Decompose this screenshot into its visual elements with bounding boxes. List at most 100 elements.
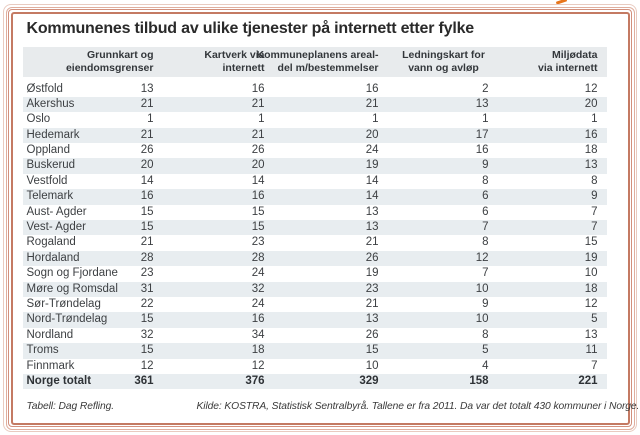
table-row: Oslo 1 1 1 1 1 xyxy=(23,112,607,127)
value-cell: 14 xyxy=(365,174,379,187)
table-row: Aust- Agder 15 15 13 6 7 xyxy=(23,205,607,220)
table-row: Hordaland 28 28 26 12 19 xyxy=(22,250,607,267)
value-cell: 7 xyxy=(482,221,489,234)
value-cell: 26 xyxy=(251,144,265,157)
value-cell: 14 xyxy=(365,190,379,203)
table-credit: Tabell: Dag Refling. xyxy=(26,401,115,413)
value-cell: 13 xyxy=(140,82,154,95)
value-cell: 6 xyxy=(482,205,489,218)
value-cell: 21 xyxy=(365,97,379,110)
table-row: Akershus 21 21 21 13 20 xyxy=(22,96,607,113)
value-cell: 34 xyxy=(251,328,265,341)
fylke-cell: Vest- Agder xyxy=(26,221,86,234)
value-cell: 12 xyxy=(140,359,154,372)
value-cell: 8 xyxy=(591,174,598,187)
value-cell: 15 xyxy=(140,344,154,357)
value-cell: 32 xyxy=(251,282,265,295)
fylke-cell: Telemark xyxy=(26,190,74,203)
value-cell: 221 xyxy=(578,374,598,387)
value-cell: 4 xyxy=(482,359,489,372)
value-cell: 21 xyxy=(140,236,154,249)
value-cell: 20 xyxy=(365,128,379,141)
value-cell: 24 xyxy=(365,144,379,157)
fylke-cell: Sør-Trøndelag xyxy=(26,297,101,310)
table-row: Vest- Agder 15 15 13 7 7 xyxy=(22,220,607,236)
value-cell: 23 xyxy=(140,267,154,280)
table-row: Nordland 32 34 26 8 13 xyxy=(23,328,607,343)
value-cell: 329 xyxy=(359,374,379,387)
table-figure: Kommunenes tilbud av ulike tjenester på … xyxy=(13,14,639,423)
value-cell: 19 xyxy=(365,159,379,172)
fylke-cell: Vestfold xyxy=(26,174,68,187)
value-cell: 15 xyxy=(140,205,154,218)
value-cell: 5 xyxy=(482,344,489,357)
value-cell: 15 xyxy=(251,205,265,218)
value-cell: 15 xyxy=(140,313,154,326)
fylke-cell: Rogaland xyxy=(26,236,76,249)
value-cell: 23 xyxy=(365,282,379,295)
value-cell: 16 xyxy=(251,190,265,203)
value-cell: 16 xyxy=(475,144,489,157)
value-cell: 15 xyxy=(251,221,265,234)
col-header-miljodata: Miljødata via internett xyxy=(489,47,598,77)
total-row: Norge totalt 361 376 329 158 221 xyxy=(22,373,607,390)
col-header-line: internett xyxy=(222,61,265,74)
value-cell: 26 xyxy=(140,144,154,157)
value-cell: 12 xyxy=(584,297,598,310)
fylke-cell: Akershus xyxy=(26,97,75,110)
fylke-cell: Finnmark xyxy=(26,359,75,372)
figure-title: Kommunenes tilbud av ulike tjenester på … xyxy=(26,19,475,37)
table-row: Troms 15 18 15 5 11 xyxy=(22,343,607,359)
table-header-row: Grunnkart og eiendomsgrenser Kartverk vi… xyxy=(22,46,607,77)
value-cell: 20 xyxy=(251,159,265,172)
col-header-line: eiendomsgrenser xyxy=(65,61,154,74)
value-cell: 15 xyxy=(140,221,154,234)
value-cell: 12 xyxy=(251,359,265,372)
value-cell: 361 xyxy=(134,374,154,387)
value-cell: 22 xyxy=(140,297,154,310)
table-row: Oppland 26 26 24 16 18 xyxy=(23,143,607,158)
value-cell: 1 xyxy=(591,113,598,126)
value-cell: 10 xyxy=(365,359,379,372)
fylke-cell: Møre og Romsdal xyxy=(26,282,118,295)
table-body: Østfold 13 16 16 2 12 Akershus 21 21 21 xyxy=(22,82,607,390)
value-cell: 10 xyxy=(475,282,489,295)
value-cell: 7 xyxy=(591,221,598,234)
value-cell: 13 xyxy=(365,205,379,218)
value-cell: 11 xyxy=(585,344,598,357)
value-cell: 13 xyxy=(584,159,598,172)
value-cell: 8 xyxy=(482,236,489,249)
data-table: Grunnkart og eiendomsgrenser Kartverk vi… xyxy=(22,46,607,390)
value-cell: 26 xyxy=(365,328,379,341)
value-cell: 19 xyxy=(584,251,598,264)
frame-line-2: Kommunenes tilbud av ulike tjenester på … xyxy=(5,6,639,430)
value-cell: 16 xyxy=(140,190,154,203)
value-cell: 21 xyxy=(251,97,265,110)
col-header-line: Ledningskart for xyxy=(402,49,485,61)
value-cell: 12 xyxy=(584,82,598,95)
value-cell: 28 xyxy=(251,251,265,264)
value-cell: 24 xyxy=(251,297,265,310)
frame-line-3: Kommunenes tilbud av ulike tjenester på … xyxy=(8,9,639,427)
table-row: Buskerud 20 20 19 9 13 xyxy=(22,158,607,174)
value-cell: 1 xyxy=(258,113,265,126)
value-cell: 23 xyxy=(251,236,265,249)
value-cell: 21 xyxy=(365,297,379,310)
value-cell: 24 xyxy=(251,267,265,280)
source-credit: Kilde: KOSTRA, Statistisk Sentralbyrå. T… xyxy=(196,401,640,413)
table-row: Finnmark 12 12 10 4 7 xyxy=(23,359,607,374)
fylke-cell: Nordland xyxy=(26,328,74,341)
value-cell: 18 xyxy=(251,344,265,357)
fylke-cell: Oppland xyxy=(26,144,70,157)
value-cell: 9 xyxy=(591,190,598,203)
table-row: Møre og Romsdal 31 32 23 10 18 xyxy=(22,281,607,297)
fylke-cell: Oslo xyxy=(26,113,51,126)
value-cell: 26 xyxy=(365,251,379,264)
fylke-cell: Buskerud xyxy=(26,159,76,172)
value-cell: 32 xyxy=(140,328,154,341)
value-cell: 15 xyxy=(584,236,598,249)
col-header-kommuneplan: Kommuneplanens areal- del m/bestemmelser xyxy=(257,47,379,77)
col-header-ledningskart: Ledningskart for vann og avløp xyxy=(389,47,499,77)
value-cell: 21 xyxy=(140,97,154,110)
table-row: Hedemark 21 21 20 17 16 xyxy=(22,127,607,144)
